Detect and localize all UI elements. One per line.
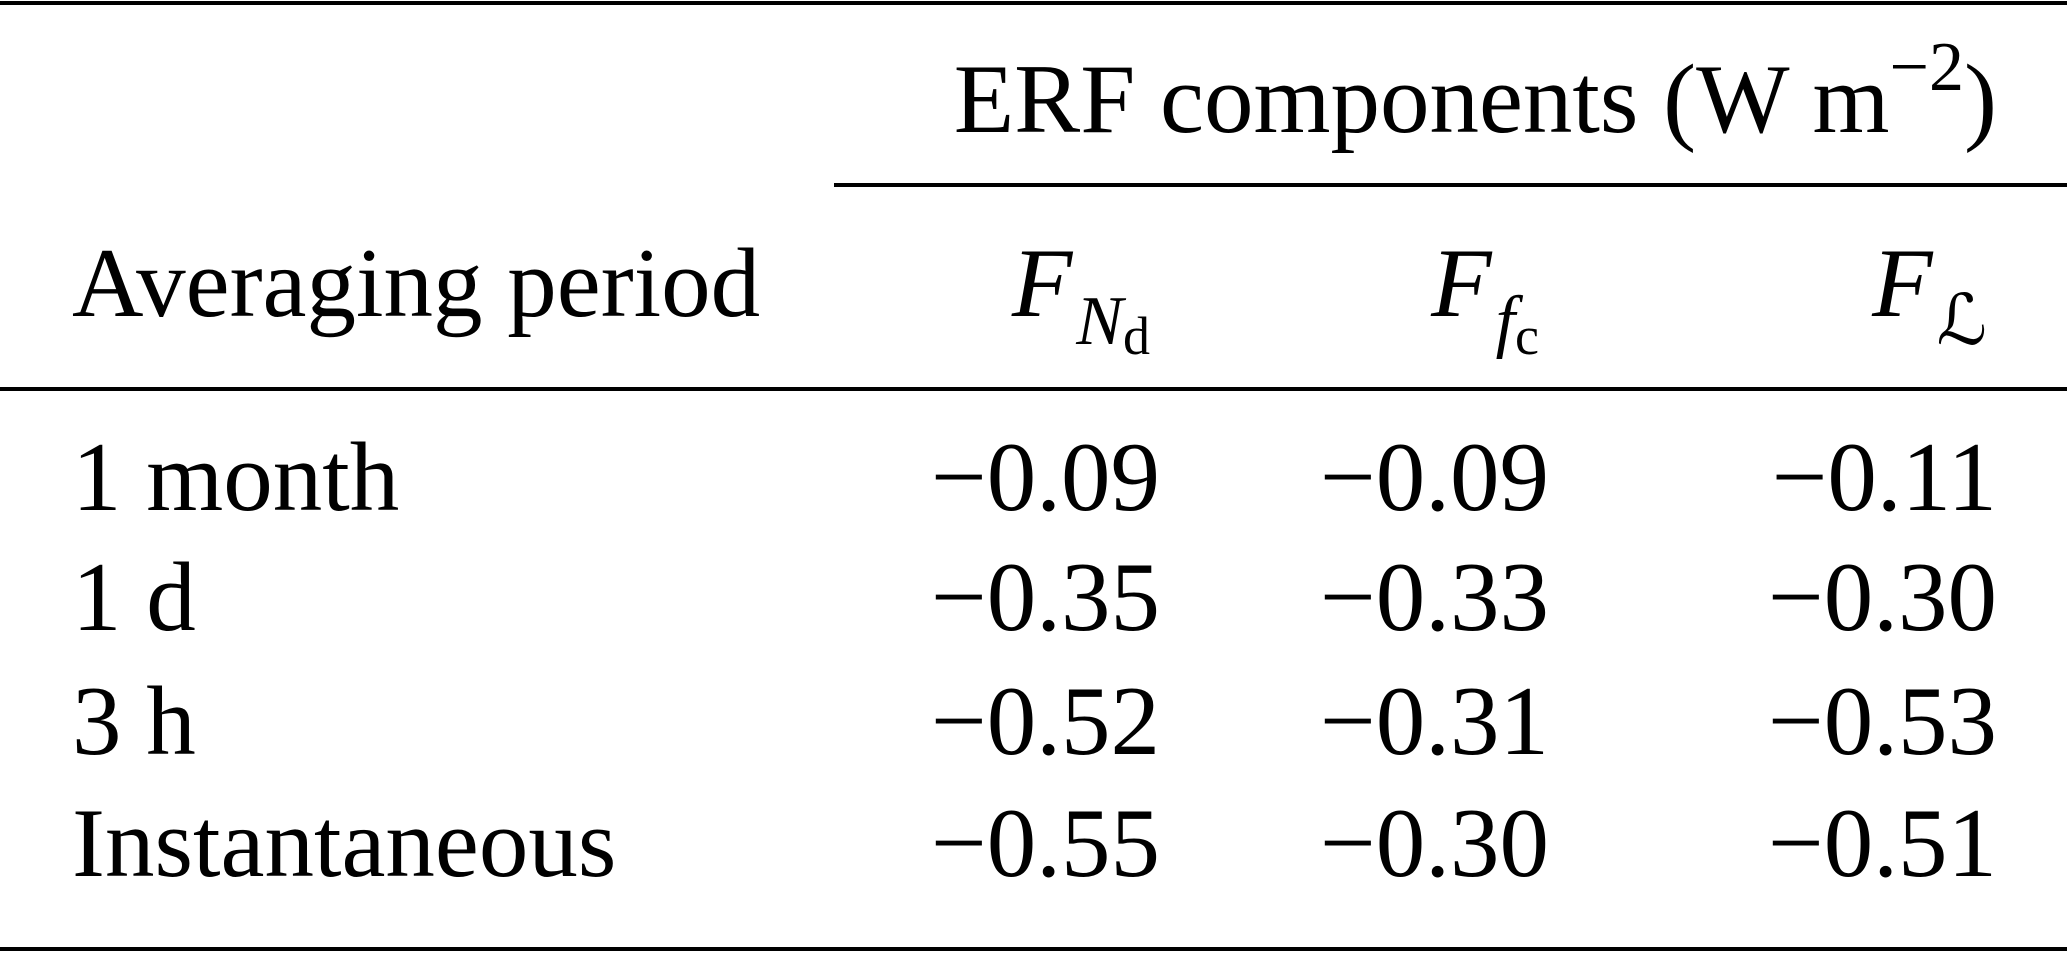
cell-value: −0.31 xyxy=(1320,667,1549,776)
cell-value: −0.30 xyxy=(1768,543,1997,652)
cell-value: −0.11 xyxy=(1772,423,1997,532)
cell-value: −0.09 xyxy=(931,423,1160,532)
row-label-header: Averaging period xyxy=(72,229,760,338)
subscript: ℒ xyxy=(1937,283,1987,360)
subscript: N xyxy=(1075,283,1126,360)
cell-value: −0.30 xyxy=(1320,789,1549,898)
cell-value: −0.33 xyxy=(1320,543,1549,652)
cell-value: −0.55 xyxy=(931,789,1160,898)
group-header-text: ERF components (W m xyxy=(954,45,1890,154)
symbol: F xyxy=(1871,229,1934,338)
column-header: Fℒ xyxy=(1871,229,1987,360)
sub-subscript: c xyxy=(1515,306,1539,366)
row-label: 3 h xyxy=(72,667,196,776)
cell-value: −0.51 xyxy=(1768,789,1997,898)
symbol: F xyxy=(1430,229,1493,338)
group-header-exponent: −2 xyxy=(1890,29,1964,106)
column-header: FNd xyxy=(1011,229,1150,366)
cell-value: −0.09 xyxy=(1320,423,1549,532)
row-label: Instantaneous xyxy=(72,789,616,898)
cell-value: −0.52 xyxy=(931,667,1160,776)
group-header: ERF components (W m−2) xyxy=(954,29,1997,154)
cell-value: −0.35 xyxy=(931,543,1160,652)
row-label: 1 d xyxy=(72,543,196,652)
group-header-close: ) xyxy=(1964,45,1997,154)
sub-subscript: d xyxy=(1123,306,1150,366)
symbol: F xyxy=(1011,229,1074,338)
column-header: Ffc xyxy=(1430,229,1539,366)
cell-value: −0.53 xyxy=(1768,667,1997,776)
row-label: 1 month xyxy=(72,423,399,532)
